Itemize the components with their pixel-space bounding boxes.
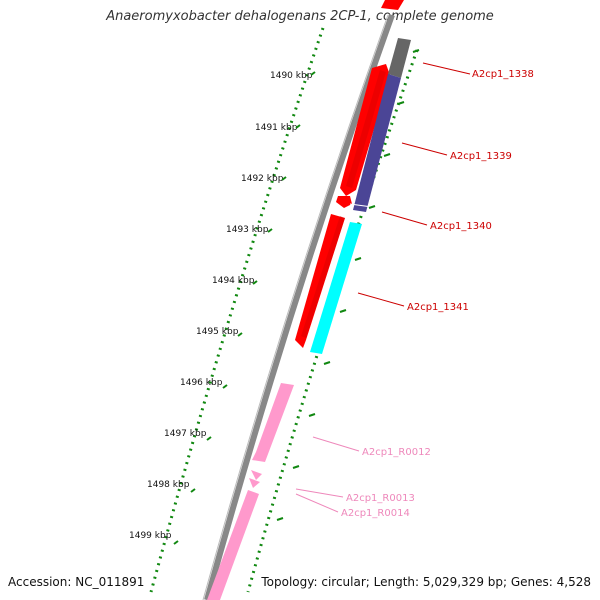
scale-label: 1494 kbp — [212, 276, 255, 286]
rna-a2cp1-r0012-feature[interactable] — [252, 383, 294, 462]
gene-label-a2cp1-1338[interactable]: A2cp1_1338 — [472, 69, 534, 80]
genome-summary-text: Topology: circular; Length: 5,029,329 bp… — [261, 575, 591, 589]
scale-tick — [237, 332, 243, 337]
scale-tick — [190, 488, 196, 493]
leader-line-1338 — [422, 62, 471, 75]
gene-label-a2cp1-1340[interactable]: A2cp1_1340 — [430, 221, 492, 232]
scale-tick — [310, 71, 316, 76]
scale-label: 1493 kbp — [226, 225, 269, 235]
leader-line-r0012 — [312, 436, 360, 452]
scale-label: 1496 kbp — [180, 378, 223, 388]
scale-label: 1495 kbp — [196, 327, 239, 337]
scale-tick — [281, 176, 287, 181]
leader-line-1339 — [401, 142, 448, 156]
rna-a2cp1-r0014-feature[interactable] — [249, 478, 260, 488]
scale-tick — [252, 280, 258, 285]
scale-ticks: 1490 kbp 1491 kbp 1492 kbp 1493 kbp 1494… — [129, 71, 316, 545]
gene-a2cp1-1339-purple-feature[interactable] — [353, 74, 401, 212]
gene-a2cp1-1338-feature[interactable] — [381, 0, 404, 10]
scale-label: 1492 kbp — [241, 174, 284, 184]
gene-label-a2cp1-r0014[interactable]: A2cp1_R0014 — [341, 508, 410, 519]
scale-tick — [173, 540, 179, 545]
scale-label: 1491 kbp — [255, 123, 298, 133]
gene-label-a2cp1-1341[interactable]: A2cp1_1341 — [407, 302, 469, 313]
scale-tick — [295, 124, 301, 129]
gene-a2cp1-1341-forward-feature[interactable] — [295, 214, 345, 348]
gene-a2cp1-1339-small-feature[interactable] — [336, 196, 352, 208]
gene-connector — [349, 203, 373, 208]
inner-dotted-track — [246, 49, 419, 593]
scale-tick — [206, 436, 212, 441]
leader-line-r0013 — [295, 488, 344, 498]
gene-label-a2cp1-1339[interactable]: A2cp1_1339 — [450, 151, 512, 162]
gene-a2cp1-1337-feature[interactable] — [340, 64, 390, 196]
genome-backbone-highlight — [202, 14, 389, 600]
leader-line-1341 — [357, 292, 405, 307]
gene-label-a2cp1-r0013[interactable]: A2cp1_R0013 — [346, 493, 415, 504]
scale-label: 1497 kbp — [164, 429, 207, 439]
gene-label-a2cp1-r0012[interactable]: A2cp1_R0012 — [362, 447, 431, 458]
rna-lower-feature[interactable] — [207, 490, 259, 600]
scale-label: 1499 kbp — [129, 531, 172, 541]
scale-label: 1490 kbp — [270, 71, 313, 81]
leader-line-1340 — [381, 211, 428, 226]
inner-track-ticks — [276, 49, 420, 521]
gene-a2cp1-1341-cyan-feature[interactable] — [310, 222, 362, 354]
map-title: Anaeromyxobacter dehalogenans 2CP-1, com… — [106, 9, 494, 24]
rna-a2cp1-r0013-feature[interactable] — [251, 470, 262, 480]
gene-forward-shade-2 — [301, 216, 345, 338]
leader-line-r0014 — [295, 493, 339, 513]
gene-a2cp1-1338-gray-feature[interactable] — [388, 38, 411, 78]
scale-dotted-track — [149, 27, 325, 593]
accession-text: Accession: NC_011891 — [8, 575, 145, 589]
scale-label: 1498 kbp — [147, 480, 190, 490]
gene-forward-shade-1 — [346, 70, 386, 188]
scale-tick — [222, 384, 228, 389]
scale-tick — [267, 228, 273, 233]
genome-backbone — [204, 13, 395, 600]
